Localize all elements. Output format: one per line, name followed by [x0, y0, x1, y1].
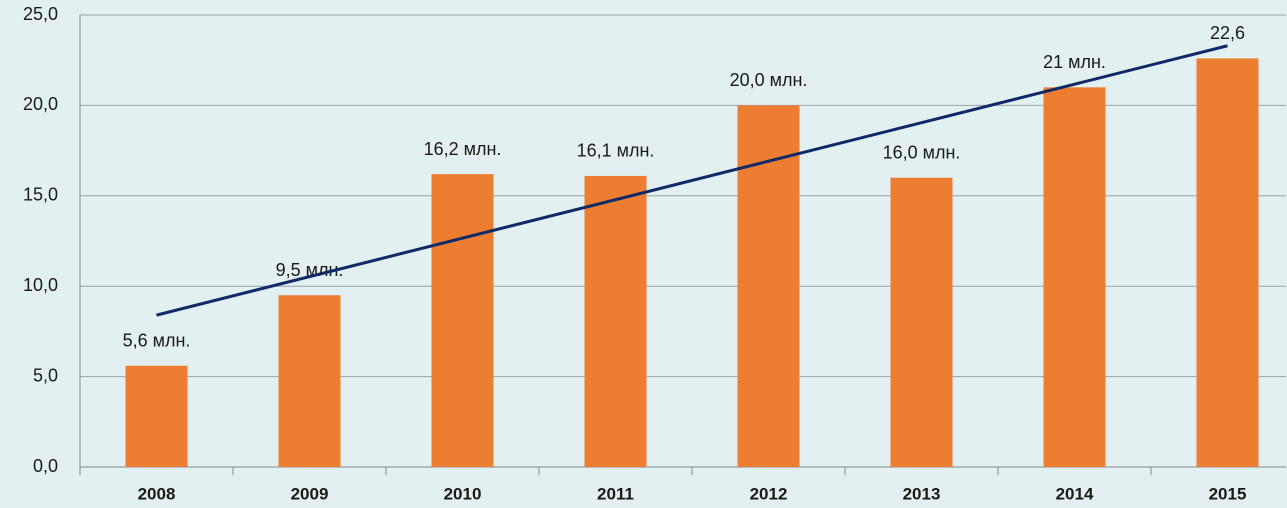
bar	[737, 105, 800, 468]
bar	[278, 295, 341, 467]
x-tick-label: 2015	[1209, 484, 1247, 503]
x-tick-label: 2013	[903, 484, 941, 503]
value-label: 16,0 млн.	[883, 142, 961, 162]
value-label: 16,2 млн.	[424, 139, 502, 159]
y-tick-label: 15,0	[23, 185, 58, 205]
bar	[431, 174, 494, 467]
x-tick-label: 2011	[597, 484, 634, 503]
x-tick-label: 2014	[1056, 484, 1094, 503]
value-label: 21 млн.	[1043, 52, 1106, 72]
bar	[890, 177, 953, 467]
x-tick-label: 2008	[138, 484, 176, 503]
y-tick-label: 5,0	[33, 365, 58, 385]
x-tick-label: 2010	[444, 484, 482, 503]
value-label: 22,6	[1210, 23, 1245, 43]
y-tick-label: 20,0	[23, 94, 58, 114]
value-label: 5,6 млн.	[123, 331, 191, 351]
x-tick-label: 2012	[750, 484, 788, 503]
y-tick-label: 25,0	[23, 4, 58, 24]
bar	[125, 365, 188, 467]
y-tick-label: 10,0	[23, 275, 58, 295]
bar	[584, 175, 647, 468]
value-label: 9,5 млн.	[276, 260, 344, 280]
value-label: 20,0 млн.	[730, 70, 808, 90]
value-label: 16,1 млн.	[577, 141, 655, 161]
bar	[1043, 87, 1106, 467]
bar	[1196, 58, 1259, 467]
y-tick-label: 0,0	[33, 456, 58, 476]
trend-line	[156, 44, 1228, 317]
x-tick-label: 2009	[291, 484, 329, 503]
